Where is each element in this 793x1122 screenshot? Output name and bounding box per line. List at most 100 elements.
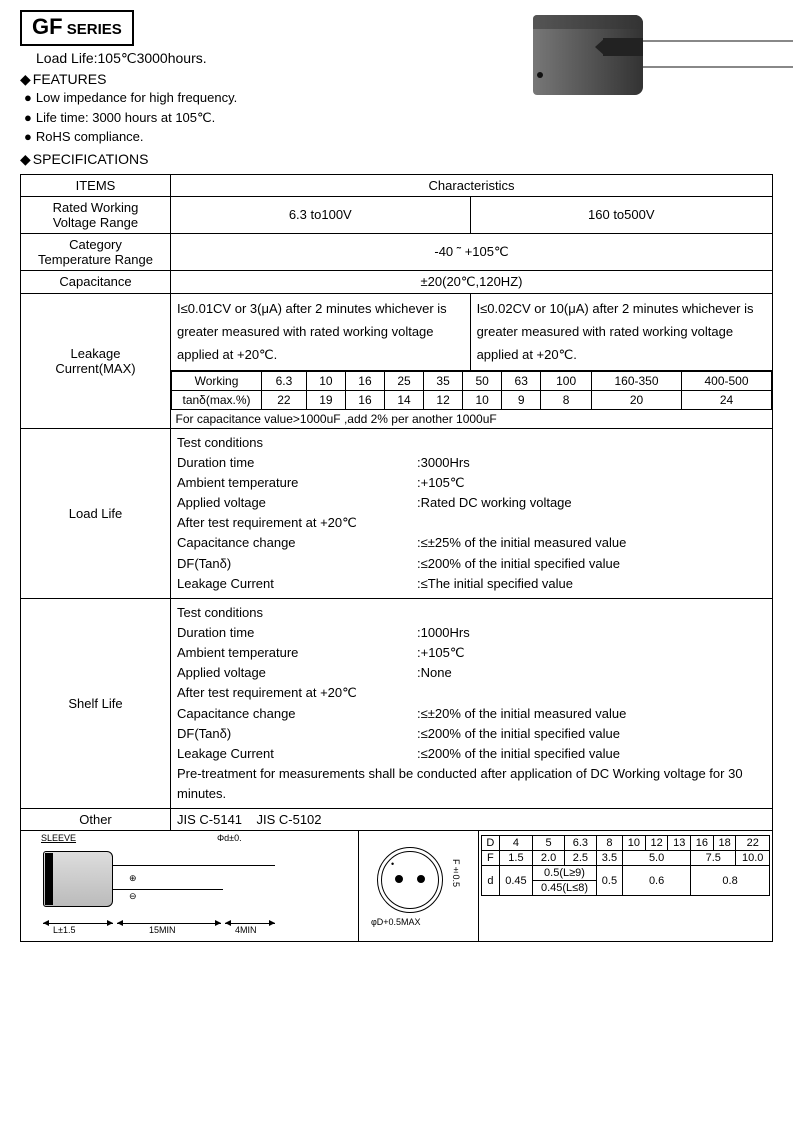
min4-label: 4MIN — [235, 925, 257, 935]
D-val: 13 — [668, 836, 691, 851]
D-val: 5 — [533, 836, 565, 851]
front-view-drawing: F±0.5 φD+0.5MAX • — [359, 831, 479, 941]
tand-h: 16 — [345, 371, 384, 390]
tand-v: 9 — [502, 390, 541, 409]
tand-h: 63 — [502, 371, 541, 390]
spec-line: Duration time:1000Hrs — [177, 623, 766, 643]
F-val: 2.5 — [564, 851, 596, 866]
dimension-table: D 4 5 6.3 8 10 12 13 16 18 22 F 1.5 2.0 … — [481, 835, 770, 896]
F-row-label: F — [482, 851, 500, 866]
D-val: 8 — [596, 836, 622, 851]
spec-line: Test conditions — [177, 603, 766, 623]
characteristics-header: Characteristics — [171, 174, 773, 196]
spec-line: Applied voltage:Rated DC working voltage — [177, 493, 766, 513]
F-val: 3.5 — [596, 851, 622, 866]
d-val: 0.45 — [499, 866, 532, 896]
tand-v: 8 — [541, 390, 592, 409]
F-val: 7.5 — [691, 851, 736, 866]
tand-v: 22 — [262, 390, 307, 409]
tand-h: 6.3 — [262, 371, 307, 390]
D-label: D — [482, 836, 500, 851]
d-row-label: d — [482, 866, 500, 896]
dimension-drawings: SLEEVE Φd±0. ⊕ ⊖ L±1.5 15MIN 4MIN F±0.5 … — [20, 831, 773, 942]
spec-line: Leakage Current:≤The initial specified v… — [177, 574, 766, 594]
ctr-value: -40 ˜ +105℃ — [171, 233, 773, 270]
D-val: 12 — [645, 836, 668, 851]
tand-table: Working 6.3 10 16 25 35 50 63 100 160-35… — [171, 371, 772, 428]
feature-item: Low impedance for high frequency. — [24, 88, 237, 108]
feature-item: RoHS compliance. — [24, 127, 237, 147]
tand-h: 35 — [424, 371, 463, 390]
spec-line: After test requirement at +20℃ — [177, 683, 766, 703]
cap-label: Capacitance — [21, 270, 171, 293]
phi-d-label: Φd±0. — [217, 833, 242, 843]
minus-icon: ⊖ — [129, 891, 137, 902]
spec-note: Pre-treatment for measurements shall be … — [177, 764, 766, 804]
spec-line: DF(Tanδ):≤200% of the initial specified … — [177, 724, 766, 744]
d-cond: 0.5(L≥9) — [533, 866, 597, 881]
spec-line: Ambient temperature:+105℃ — [177, 473, 766, 493]
features-heading: FEATURES — [20, 71, 237, 88]
rwvr-low: 6.3 to100V — [171, 196, 471, 233]
capacitor-photo — [533, 10, 773, 100]
tand-row-label: tanδ(max.%) — [172, 390, 262, 409]
phiD-label: φD+0.5MAX — [371, 917, 421, 927]
other-value: JIS C-5141 JIS C-5102 — [171, 809, 773, 831]
rwvr-high: 160 to500V — [470, 196, 772, 233]
features-list: Low impedance for high frequency. Life t… — [24, 88, 237, 147]
dot-icon: • — [391, 859, 394, 869]
rwvr-label: Rated Working Voltage Range — [21, 196, 171, 233]
D-val: 4 — [499, 836, 532, 851]
tand-v: 24 — [682, 390, 772, 409]
load-life-subtitle: Load Life:105℃3000hours. — [36, 50, 237, 67]
feature-item: Life time: 3000 hours at 105℃. — [24, 108, 237, 128]
cap-value: ±20(20℃,120HZ) — [171, 270, 773, 293]
tand-v: 16 — [345, 390, 384, 409]
series-suffix: SERIES — [63, 21, 122, 38]
spec-line: Duration time:3000Hrs — [177, 453, 766, 473]
leakage-low: I≤0.01CV or 3(μA) after 2 minutes whiche… — [171, 293, 471, 370]
D-val: 16 — [691, 836, 714, 851]
d-val: 0.6 — [623, 866, 691, 896]
spec-line: Applied voltage:None — [177, 663, 766, 683]
tand-v: 20 — [592, 390, 682, 409]
spec-line: Capacitance change:≤±20% of the initial … — [177, 704, 766, 724]
tand-h: 100 — [541, 371, 592, 390]
spec-line: Test conditions — [177, 433, 766, 453]
spec-line: DF(Tanδ):≤200% of the initial specified … — [177, 554, 766, 574]
sleeve-label: SLEEVE — [41, 833, 76, 843]
d-val: 0.5 — [596, 866, 622, 896]
min15-label: 15MIN — [149, 925, 176, 935]
d-cond: 0.45(L≤8) — [533, 881, 597, 896]
tand-block: Working 6.3 10 16 25 35 50 63 100 160-35… — [171, 370, 773, 428]
specifications-table: ITEMS Characteristics Rated Working Volt… — [20, 174, 773, 832]
spec-line: Leakage Current:≤200% of the initial spe… — [177, 744, 766, 764]
tand-h: 50 — [463, 371, 502, 390]
tand-h: 10 — [306, 371, 345, 390]
tand-v: 14 — [385, 390, 424, 409]
leakage-high: I≤0.02CV or 10(μA) after 2 minutes which… — [470, 293, 772, 370]
tand-h: 25 — [385, 371, 424, 390]
other-label: Other — [21, 809, 171, 831]
spec-line: Capacitance change:≤±25% of the initial … — [177, 533, 766, 553]
load-life-label: Load Life — [21, 428, 171, 598]
F-val: 5.0 — [623, 851, 691, 866]
D-val: 6.3 — [564, 836, 596, 851]
d-val: 0.8 — [691, 866, 770, 896]
load-life-block: Test conditionsDuration time:3000HrsAmbi… — [171, 428, 773, 598]
series-title: GF SERIES — [20, 10, 134, 46]
tand-h: 160-350 — [592, 371, 682, 390]
F-val: 1.5 — [499, 851, 532, 866]
D-val: 22 — [736, 836, 770, 851]
dimension-table-wrap: D 4 5 6.3 8 10 12 13 16 18 22 F 1.5 2.0 … — [479, 831, 772, 941]
page-header: GF SERIES Load Life:105℃3000hours. FEATU… — [20, 10, 773, 168]
tand-v: 10 — [463, 390, 502, 409]
leakage-label: Leakage Current(MAX) — [21, 293, 171, 428]
series-prefix: GF — [32, 14, 63, 39]
tand-note: For capacitance value>1000uF ,add 2% per… — [172, 409, 772, 428]
plus-icon: ⊕ — [129, 873, 137, 884]
tand-h: 400-500 — [682, 371, 772, 390]
side-view-drawing: SLEEVE Φd±0. ⊕ ⊖ L±1.5 15MIN 4MIN — [21, 831, 359, 941]
ctr-label: Category Temperature Range — [21, 233, 171, 270]
specs-heading: SPECIFICATIONS — [20, 151, 237, 168]
